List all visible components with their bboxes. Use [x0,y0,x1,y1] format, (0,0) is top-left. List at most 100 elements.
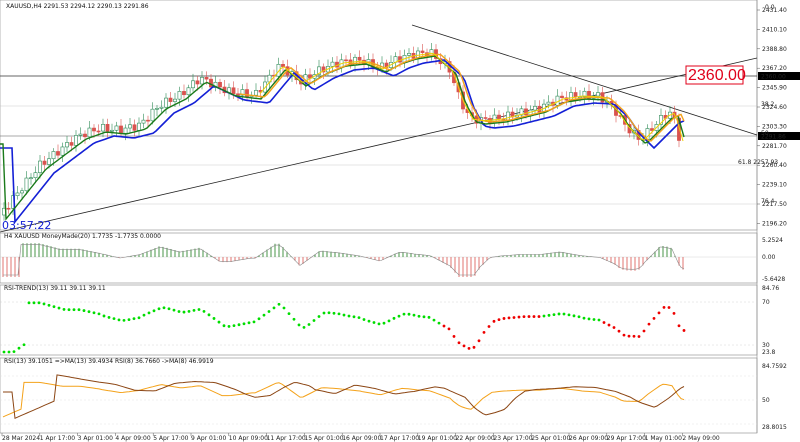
rsi-trend-panel[interactable] [0,301,757,354]
rsi-trend-dot [12,350,16,354]
candle[interactable] [110,129,114,132]
rsi-axis-label: 28.8015 [762,424,787,431]
candle[interactable] [159,106,164,109]
candle[interactable] [483,117,488,119]
candle[interactable] [240,89,245,96]
candle[interactable] [114,125,119,131]
candle[interactable] [596,92,600,97]
candle[interactable] [69,142,74,146]
candle[interactable] [96,130,101,133]
candle[interactable] [218,81,222,88]
candle[interactable] [119,125,123,134]
candle[interactable] [42,160,47,165]
candle[interactable] [65,142,69,148]
rsi-trend-dot [292,317,296,321]
candle[interactable] [560,95,564,98]
candle[interactable] [92,127,96,132]
candle[interactable] [164,97,168,108]
rsi-trend-title: RSI-TREND(13) 39.11 39.11 39.11 [4,285,106,292]
rsi-trend-dot [37,301,41,305]
candle[interactable] [497,114,501,119]
candle[interactable] [83,133,87,138]
candle[interactable] [398,56,402,63]
candle[interactable] [155,107,159,110]
rsi-trend-dot [437,321,441,325]
rsi-trend-dot [507,316,511,320]
candle[interactable] [173,98,177,102]
candle[interactable] [533,105,537,111]
candle[interactable] [204,77,209,80]
candle[interactable] [128,124,132,129]
candle[interactable] [330,61,335,67]
time-axis-label: 17 Apr 17:00 [380,435,419,442]
candle[interactable] [524,108,528,116]
candle[interactable] [587,90,591,99]
big-level-label: 2360.00 [688,67,746,84]
candle[interactable] [177,91,182,100]
candle[interactable] [281,63,285,67]
candle[interactable] [254,90,258,96]
candle[interactable] [56,151,60,156]
candle[interactable] [51,151,56,160]
candle[interactable] [38,160,42,173]
candle[interactable] [132,124,137,131]
candle[interactable] [123,127,128,134]
rsi-panel[interactable] [0,374,757,425]
rsi-trend-dot [457,341,461,345]
candle[interactable] [195,80,200,85]
rsi-trend-dot [282,306,286,310]
candle[interactable] [33,172,38,179]
candle[interactable] [101,124,105,132]
candle[interactable] [182,91,186,96]
rsi-trend-dot [642,329,646,333]
candle[interactable] [317,66,321,75]
rsi-trend-dot [97,312,101,316]
rsi-trend-dot [337,312,341,316]
big-level-box[interactable] [685,65,744,85]
candle[interactable] [407,52,411,56]
candle[interactable] [87,127,92,138]
candle[interactable] [15,192,20,197]
candle[interactable] [146,119,150,122]
candle[interactable] [519,108,524,116]
candle[interactable] [78,133,83,136]
candle[interactable] [659,115,663,125]
candle[interactable] [150,108,155,122]
candle[interactable] [582,90,587,98]
candle[interactable] [344,59,348,62]
rsi-trend-dot [287,312,291,316]
candle[interactable] [137,122,141,131]
candle[interactable] [105,124,110,132]
candle[interactable] [141,119,146,124]
orange-ma-line [239,53,685,142]
candle[interactable] [420,50,425,53]
macd-panel[interactable] [0,243,757,277]
candle[interactable] [231,87,236,95]
rsi-trend-dot [277,302,281,306]
candle[interactable] [357,56,362,61]
main-price-panel[interactable] [0,24,758,233]
candle[interactable] [191,80,195,89]
candle[interactable] [200,77,204,85]
candle[interactable] [60,146,65,156]
macd-axis-label: -5.6428 [762,276,785,283]
candle[interactable] [74,135,78,146]
rsi-trend-dot [152,309,156,313]
rsi-trend-dot [87,310,91,314]
candle[interactable] [29,177,33,180]
macd-axis-label: 0.00 [762,254,776,261]
candle[interactable] [20,190,24,194]
candle[interactable] [47,158,51,165]
candle[interactable] [168,97,173,102]
time-axis-label: 11 Apr 17:00 [267,435,306,442]
candle[interactable] [506,111,510,121]
candle[interactable] [236,93,240,96]
candle[interactable] [24,177,29,192]
candle[interactable] [6,207,11,210]
candle[interactable] [186,87,191,96]
rsi-trend-dot [62,308,66,311]
candle[interactable] [546,101,551,105]
candle[interactable] [650,128,654,131]
candle[interactable] [321,66,326,73]
